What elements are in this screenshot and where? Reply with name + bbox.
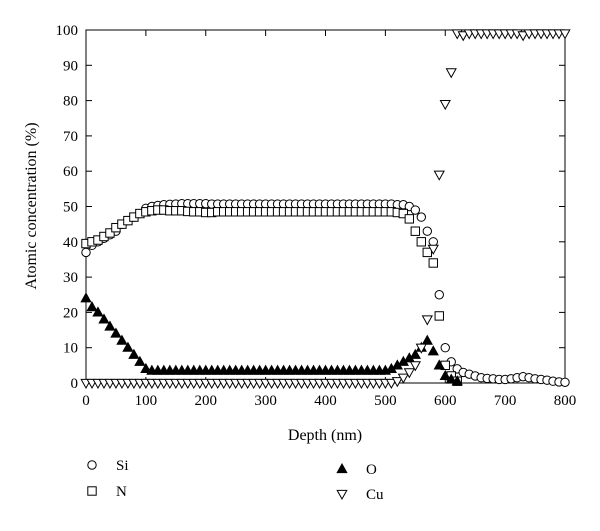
point-cu [517,31,529,42]
point-o [140,362,152,373]
point-n [105,228,115,238]
y-tick-label: 60 [63,164,78,180]
point-o [439,369,451,381]
point-o [409,348,421,359]
point-cu [415,343,427,354]
y-tick-label: 0 [71,376,79,392]
point-cu [445,68,457,79]
legend-label-o: O [366,462,377,478]
point-cu [409,361,421,372]
legend: Si N O Cu [87,458,384,503]
point-o [134,355,146,366]
x-tick-label: 300 [254,393,277,409]
point-si [434,290,444,300]
y-tick-label: 50 [63,200,78,216]
point-si [560,377,570,387]
y-axis-label: Atomic concentration (%) [23,122,40,289]
point-cu [559,29,571,40]
point-n [416,237,427,247]
point-o [110,327,122,338]
point-cu [433,170,445,181]
y-tick-label: 20 [63,305,78,321]
point-cu [385,378,398,390]
x-tick-label: 800 [554,393,577,409]
point-cu [421,315,433,326]
y-tick-label: 30 [63,270,78,286]
point-cu [403,368,415,379]
point-o [128,348,140,359]
legend-marker-si [87,460,97,470]
y-tick-label: 90 [63,58,78,74]
point-si [422,226,432,236]
x-tick-label: 600 [434,393,457,409]
y-tick-label: 80 [63,94,78,110]
point-o [92,306,104,317]
point-o [433,359,445,370]
point-o [122,341,134,352]
point-si [81,247,91,258]
point-cu [391,377,404,388]
data-marks [80,29,571,390]
x-tick-label: 0 [82,393,90,409]
point-cu [457,31,469,42]
point-cu [439,100,451,111]
legend-label-cu: Cu [366,487,384,503]
point-o [451,375,463,386]
point-n [398,208,409,219]
x-tick-label: 200 [195,393,218,409]
x-tick-label: 400 [314,393,337,409]
axis-tick-labels: 0 100 200 300 400 500 600 700 800 0 10 20 30 40 50 60 70… [56,23,577,409]
point-o [427,345,439,356]
point-si [410,205,421,215]
legend-marker-cu [336,489,348,501]
point-cu [427,244,439,255]
point-o [104,320,116,331]
x-tick-label: 700 [494,393,517,409]
x-axis-label: Depth (nm) [288,427,362,444]
point-si [416,212,426,222]
y-tick-label: 100 [56,23,79,39]
point-o [86,301,98,312]
y-tick-label: 10 [63,341,78,357]
legend-marker-o [336,462,348,474]
legend-label-n: N [116,484,127,500]
point-o [116,334,128,345]
legend-label-si: Si [116,458,129,474]
point-o [98,313,110,324]
point-n [434,311,444,321]
point-o [421,334,433,345]
point-cu [397,373,409,384]
point-si [440,343,450,353]
point-n [428,258,438,268]
point-n [404,214,415,224]
legend-marker-n [87,486,97,496]
point-o [445,373,457,384]
point-n [410,226,421,236]
point-n [422,247,432,258]
x-tick-label: 500 [374,393,397,409]
point-o [80,292,92,303]
y-tick-label: 40 [63,235,78,251]
point-si [428,237,438,247]
x-tick-label: 100 [135,393,158,409]
y-tick-label: 70 [63,129,78,145]
